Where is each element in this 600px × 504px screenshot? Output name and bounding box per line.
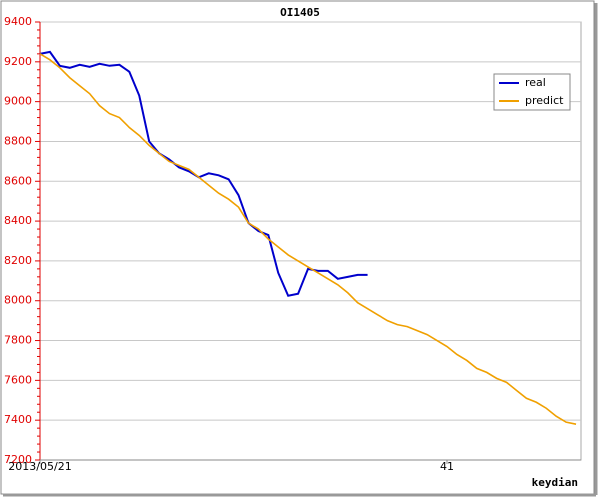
- plot-area: [39, 21, 582, 461]
- y-tick-label: 7200: [4, 453, 32, 466]
- y-tick-label: 7800: [4, 334, 32, 347]
- legend-label: predict: [525, 94, 564, 107]
- legend-label: real: [525, 76, 546, 89]
- x-tick-label: 2013/05/21: [8, 460, 71, 473]
- y-tick-label: 8600: [4, 174, 32, 187]
- y-tick-label: 8000: [4, 294, 32, 307]
- chart-title: OI1405: [280, 6, 320, 19]
- y-tick-label: 8200: [4, 254, 32, 267]
- y-tick-label: 8400: [4, 214, 32, 227]
- legend-box: [493, 73, 571, 111]
- y-tick-label: 7600: [4, 373, 32, 386]
- x-axis-label: keydian: [532, 476, 578, 489]
- y-tick-label: 8800: [4, 134, 32, 147]
- y-tick-label: 9400: [4, 15, 32, 28]
- series-line: [39, 53, 577, 425]
- y-tick-label: 9200: [4, 55, 32, 68]
- y-tick-label: 9000: [4, 95, 32, 108]
- x-tick-label: 41: [440, 460, 454, 473]
- y-tick-label: 7400: [4, 413, 32, 426]
